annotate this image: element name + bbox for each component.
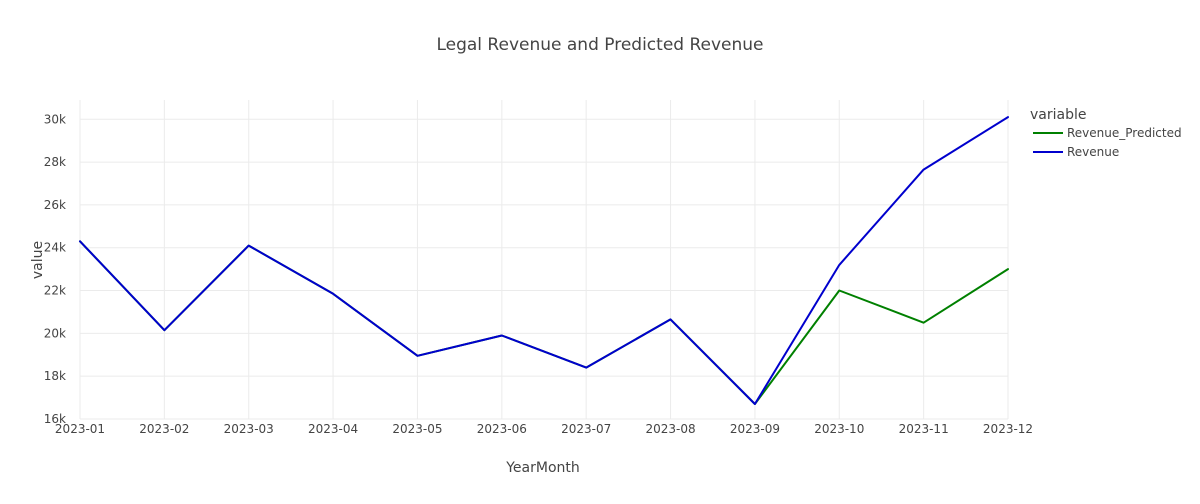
x-tick-label: 2023-07 [561, 422, 611, 436]
y-tick-label: 24k [44, 241, 66, 255]
x-tick-label: 2023-03 [224, 422, 274, 436]
x-tick-label: 2023-10 [814, 422, 864, 436]
y-tick-label: 18k [44, 369, 66, 383]
x-tick-label: 2023-11 [899, 422, 949, 436]
x-tick-label: 2023-05 [392, 422, 442, 436]
y-axis-ticks: 16k 18k 20k 22k 24k 26k 28k 30k [44, 112, 66, 426]
x-tick-label: 2023-06 [477, 422, 527, 436]
x-axis-ticks: 2023-01 2023-02 2023-03 2023-04 2023-05 2023-… [55, 422, 1033, 436]
gridlines [79, 100, 1009, 420]
legend-title: variable [1030, 107, 1086, 123]
y-tick-label: 28k [44, 155, 66, 169]
series-lines [79, 116, 1009, 405]
y-tick-label: 20k [44, 326, 66, 340]
legend-label: Revenue_Predicted [1067, 126, 1182, 140]
y-axis-title: value [30, 241, 46, 279]
legend-label: Revenue [1067, 145, 1119, 159]
series-line-revenue [79, 116, 1009, 405]
chart-title: Legal Revenue and Predicted Revenue [436, 35, 763, 55]
y-tick-label: 16k [44, 412, 66, 426]
x-tick-label: 2023-08 [645, 422, 695, 436]
y-tick-label: 26k [44, 198, 66, 212]
x-tick-label: 2023-09 [730, 422, 780, 436]
x-tick-label: 2023-01 [55, 422, 105, 436]
x-axis-title: YearMonth [505, 460, 580, 476]
x-tick-label: 2023-02 [139, 422, 189, 436]
legend: variable Revenue_Predicted Revenue [1030, 107, 1182, 159]
y-tick-label: 22k [44, 284, 66, 298]
x-tick-label: 2023-12 [983, 422, 1033, 436]
legend-item-revenue-predicted[interactable]: Revenue_Predicted [1033, 126, 1182, 140]
y-tick-label: 30k [44, 112, 66, 126]
legend-item-revenue[interactable]: Revenue [1033, 145, 1119, 159]
series-line-revenue-predicted [79, 240, 1009, 405]
x-tick-label: 2023-04 [308, 422, 358, 436]
